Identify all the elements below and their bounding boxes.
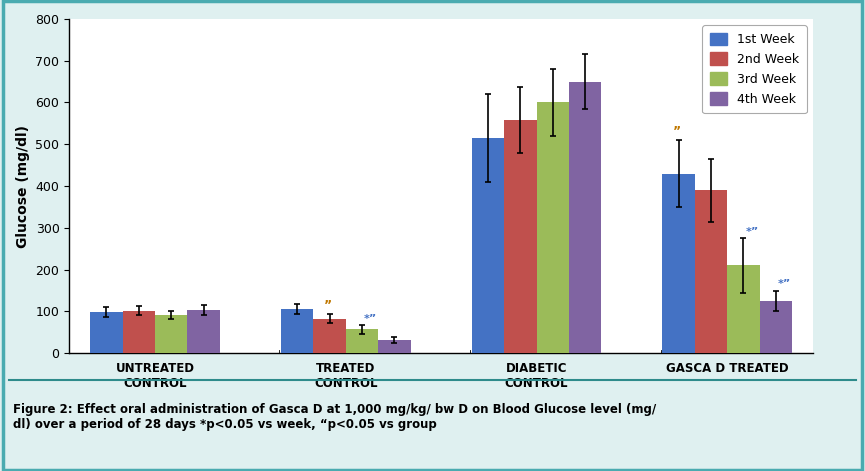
Text: Figure 2: Effect oral administration of Gasca D at 1,000 mg/kg/ bw D on Blood Gl: Figure 2: Effect oral administration of …	[13, 403, 656, 431]
Text: ”: ”	[673, 124, 681, 138]
Bar	[471, 138, 504, 353]
Bar	[663, 173, 695, 353]
Bar	[504, 120, 536, 353]
Y-axis label: Glucose (mg/dl): Glucose (mg/dl)	[16, 124, 30, 248]
Text: *”: *”	[778, 279, 791, 289]
Bar	[123, 310, 155, 353]
Bar	[727, 266, 759, 353]
Bar	[90, 312, 123, 353]
Bar	[378, 340, 411, 353]
Text: *”: *”	[746, 227, 759, 236]
Text: *”: *”	[364, 314, 377, 324]
Bar	[281, 309, 313, 353]
Bar	[188, 310, 220, 353]
Bar	[313, 318, 346, 353]
Bar	[569, 81, 601, 353]
Bar	[536, 103, 569, 353]
Text: ”: ”	[324, 299, 331, 312]
Bar	[695, 190, 727, 353]
Bar	[759, 301, 792, 353]
Bar	[155, 315, 188, 353]
Bar	[346, 329, 378, 353]
Legend: 1st Week, 2nd Week, 3rd Week, 4th Week: 1st Week, 2nd Week, 3rd Week, 4th Week	[702, 25, 807, 114]
